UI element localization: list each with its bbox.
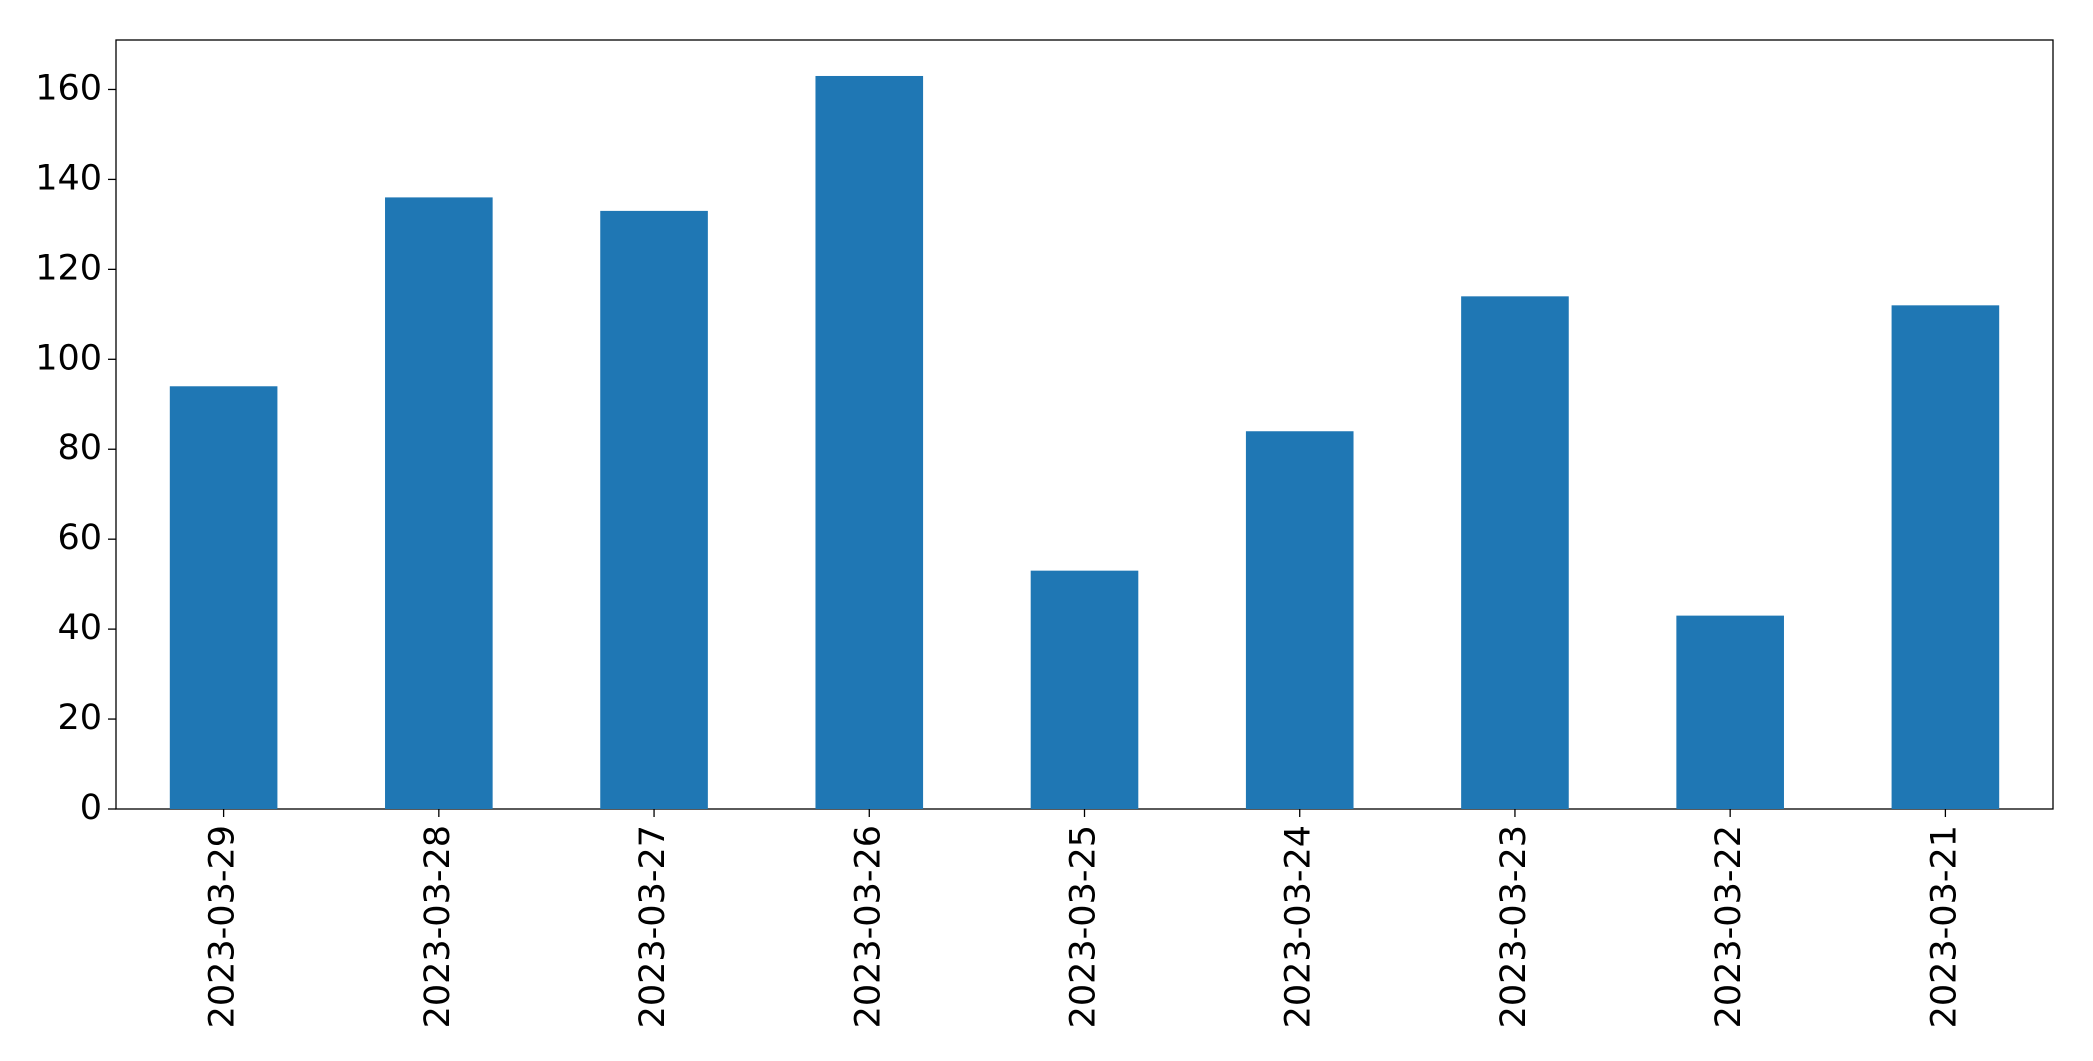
bar xyxy=(1676,615,1784,809)
x-tick-label: 2023-03-24 xyxy=(1279,825,1319,1028)
y-tick-label: 120 xyxy=(35,248,102,288)
y-tick-label: 160 xyxy=(35,68,102,108)
x-tick-label: 2023-03-29 xyxy=(203,825,243,1028)
bar xyxy=(1461,296,1569,809)
bar xyxy=(1030,570,1139,809)
y-tick-label: 0 xyxy=(80,788,102,828)
bar xyxy=(169,386,278,809)
x-tick-label: 2023-03-27 xyxy=(633,825,673,1028)
bar xyxy=(815,75,924,809)
bar xyxy=(1891,305,2000,809)
x-tick-label: 2023-03-26 xyxy=(848,825,888,1028)
y-tick-label: 140 xyxy=(35,158,102,198)
x-tick-label: 2023-03-22 xyxy=(1709,825,1749,1028)
x-tick-label: 2023-03-28 xyxy=(418,825,458,1028)
bar xyxy=(385,197,493,810)
y-tick-label: 60 xyxy=(57,518,102,558)
y-tick-label: 40 xyxy=(57,608,102,648)
y-tick-label: 100 xyxy=(35,338,102,378)
y-tick-label: 20 xyxy=(57,698,102,738)
x-tick-label: 2023-03-25 xyxy=(1064,825,1104,1028)
x-tick-label: 2023-03-21 xyxy=(1924,825,1964,1028)
y-tick-label: 80 xyxy=(57,428,102,468)
bar xyxy=(1245,431,1354,809)
x-tick-label: 2023-03-23 xyxy=(1494,825,1534,1028)
bar xyxy=(600,210,708,809)
